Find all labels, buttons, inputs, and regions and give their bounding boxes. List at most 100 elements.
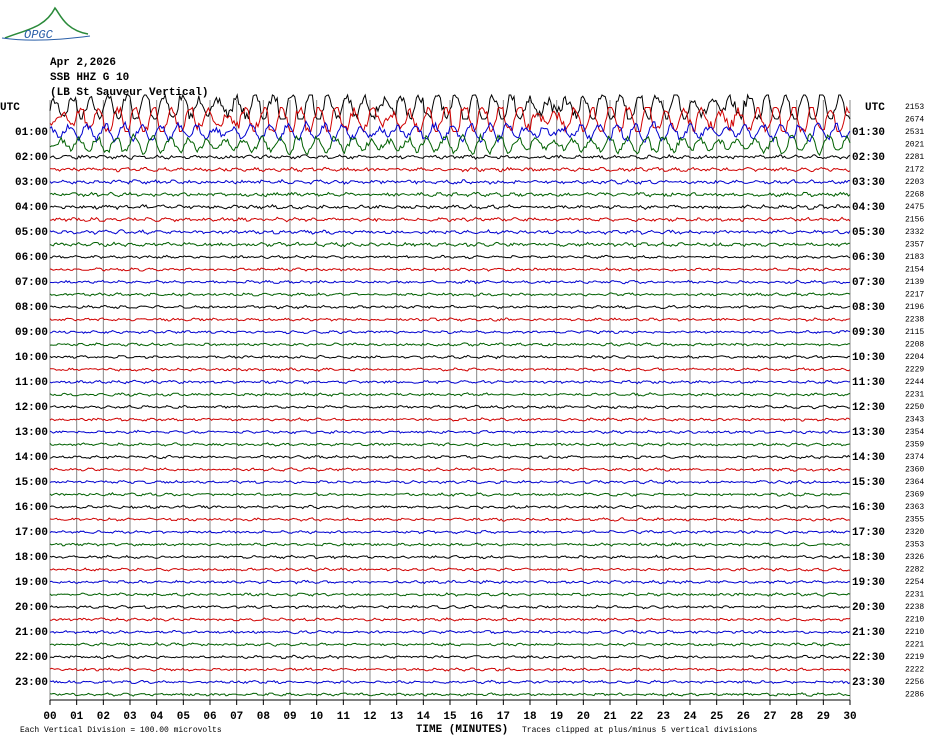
count: 2354 (905, 428, 924, 437)
trace (49, 267, 851, 272)
trace (49, 392, 851, 397)
x-tick-label: 05 (177, 711, 191, 723)
logo: OPGC (1, 6, 91, 42)
trace (49, 504, 851, 510)
x-tick-label: 30 (843, 711, 856, 723)
trace (49, 166, 851, 173)
left-label: 20:00 (15, 602, 48, 614)
x-tick-label: 01 (70, 711, 84, 723)
trace (49, 567, 851, 572)
count: 2238 (905, 316, 924, 325)
count: 2221 (905, 641, 924, 650)
count: 2268 (905, 191, 924, 200)
trace (49, 241, 851, 248)
trace (49, 279, 851, 285)
count: 2217 (905, 291, 924, 300)
count: 2254 (905, 578, 924, 587)
count: 2475 (905, 203, 924, 212)
trace (49, 292, 851, 297)
right-label: 05:30 (852, 227, 885, 239)
trace (49, 642, 851, 647)
x-tick-label: 03 (123, 711, 137, 723)
x-tick-label: 28 (790, 711, 804, 723)
trace (49, 542, 851, 547)
x-tick-label: 08 (257, 711, 271, 723)
x-tick-label: 07 (230, 711, 243, 723)
trace (49, 203, 851, 211)
x-tick-label: 04 (150, 711, 164, 723)
trace (49, 317, 851, 322)
count: 2326 (905, 553, 924, 562)
trace (49, 429, 851, 435)
count: 2183 (905, 253, 924, 262)
x-tick-label: 10 (310, 711, 323, 723)
count: 2238 (905, 603, 924, 612)
left-label: 12:00 (15, 402, 48, 414)
trace (49, 667, 851, 672)
trace (49, 304, 851, 310)
right-label: 17:30 (852, 527, 885, 539)
right-label: 01:30 (852, 127, 885, 139)
count: 2256 (905, 678, 924, 687)
right-label: 16:30 (852, 502, 885, 514)
count: 2282 (905, 566, 924, 575)
count: 2369 (905, 491, 924, 500)
right-label: 09:30 (852, 327, 885, 339)
right-label: 02:30 (852, 152, 885, 164)
trace (49, 679, 851, 685)
x-tick-label: 11 (337, 711, 351, 723)
trace (49, 467, 851, 472)
trace (49, 105, 851, 134)
x-tick-label: 18 (523, 711, 537, 723)
left-label: 15:00 (15, 477, 48, 489)
x-tick-label: 19 (550, 711, 563, 723)
left-label: 11:00 (15, 377, 48, 389)
left-label: 01:00 (15, 127, 48, 139)
right-label: 18:30 (852, 552, 885, 564)
x-tick-label: 13 (390, 711, 404, 723)
trace (49, 592, 851, 597)
right-label: 21:30 (852, 627, 885, 639)
trace (49, 417, 851, 422)
scale-note: Each Vertical Division = 100.00 microvol… (20, 726, 222, 735)
x-tick-label: 21 (603, 711, 617, 723)
right-label: 07:30 (852, 277, 885, 289)
count: 2343 (905, 416, 924, 425)
left-label: UTC (0, 102, 20, 114)
x-tick-label: 29 (817, 711, 830, 723)
count: 2021 (905, 141, 924, 150)
right-label: 11:30 (852, 377, 885, 389)
right-label: 23:30 (852, 677, 885, 689)
left-label: 21:00 (15, 627, 48, 639)
trace (49, 492, 851, 497)
trace (49, 617, 851, 622)
trace (49, 229, 851, 235)
count: 2674 (905, 116, 924, 125)
right-label: 19:30 (852, 577, 885, 589)
count: 2281 (905, 153, 924, 162)
count: 2244 (905, 378, 924, 387)
count: 2363 (905, 503, 924, 512)
left-label: 13:00 (15, 427, 48, 439)
trace (49, 178, 851, 185)
x-tick-label: 09 (283, 711, 296, 723)
count: 2359 (905, 441, 924, 450)
count: 2208 (905, 341, 924, 350)
count: 2360 (905, 466, 924, 475)
count: 2531 (905, 128, 924, 137)
left-label: 08:00 (15, 302, 48, 314)
x-tick-label: 24 (683, 711, 697, 723)
x-tick-label: 25 (710, 711, 724, 723)
right-label: 10:30 (852, 352, 885, 364)
count: 2357 (905, 241, 924, 250)
x-tick-label: 15 (443, 711, 457, 723)
left-label: 09:00 (15, 327, 48, 339)
left-label: 14:00 (15, 452, 48, 464)
x-tick-label: 16 (470, 711, 483, 723)
x-tick-label: 00 (43, 711, 56, 723)
left-label: 02:00 (15, 152, 48, 164)
count: 2139 (905, 278, 924, 287)
right-label: 15:30 (852, 477, 885, 489)
trace (49, 342, 851, 347)
left-label: 07:00 (15, 277, 48, 289)
